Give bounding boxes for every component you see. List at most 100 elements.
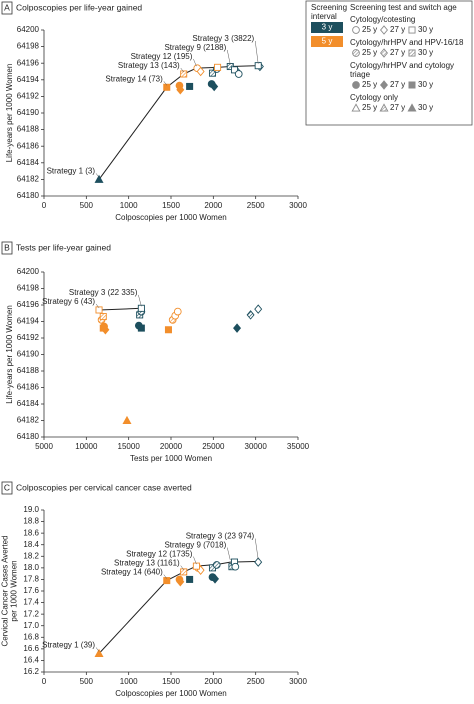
- legend-title: Screening test and switch age: [350, 3, 457, 12]
- panel-title: Tests per life-year gained: [16, 242, 111, 252]
- legend-marker: [380, 48, 388, 58]
- panel-title: Colposcopies per life-year gained: [16, 2, 142, 12]
- y-tick-label: 64200: [17, 267, 40, 276]
- legend-label: 25 y: [362, 103, 377, 112]
- label-leader: [254, 538, 259, 560]
- legend-title: interval: [311, 12, 337, 21]
- panel-badge: [1, 481, 13, 495]
- label-leader: [163, 81, 167, 86]
- y-tick-label: 64190: [17, 108, 40, 117]
- y-tick-label: 17.6: [23, 586, 39, 595]
- x-tick-label: 10000: [75, 442, 98, 451]
- x-tick-label: 0: [42, 677, 47, 686]
- strategy-label: Strategy 12 (195): [131, 52, 193, 61]
- x-tick-label: 1000: [120, 677, 138, 686]
- legend-marker: [408, 49, 416, 57]
- legend-marker: [352, 26, 360, 34]
- label-leader: [95, 303, 100, 309]
- point: [230, 66, 239, 74]
- legend-group: triage: [350, 70, 371, 79]
- label-leader: [193, 58, 197, 67]
- point: [137, 324, 145, 332]
- legend-marker: [352, 49, 360, 57]
- y-axis-label: Life-years per 1000 Women: [5, 64, 14, 163]
- x-tick-label: 25000: [202, 442, 225, 451]
- x-tick-label: 0: [42, 201, 47, 210]
- x-tick-label: 2500: [247, 677, 265, 686]
- x-tick-label: 35000: [287, 442, 310, 451]
- point: [94, 648, 104, 657]
- point: [214, 63, 222, 71]
- label-leader: [227, 547, 231, 561]
- panel-title: Colposcopies per cervical cancer case av…: [16, 482, 192, 492]
- point: [212, 561, 221, 569]
- point: [234, 70, 243, 78]
- label-leader: [180, 67, 184, 73]
- point: [208, 69, 216, 77]
- label-leader: [163, 574, 167, 579]
- legend-label: 25 y: [362, 25, 377, 34]
- legend-swatch: [311, 22, 343, 33]
- legend-group: Cytology only: [350, 93, 398, 102]
- y-tick-label: 64186: [17, 383, 40, 392]
- legend-label: 27 y: [390, 80, 405, 89]
- strategy-label: Strategy 1 (3): [47, 167, 96, 176]
- x-axis-label: Colposcopies per 1000 Women: [115, 213, 226, 222]
- x-tick-label: 30000: [245, 442, 268, 451]
- x-tick-label: 2500: [247, 201, 265, 210]
- legend-label: 5 y: [322, 37, 333, 46]
- y-tick-label: 18.0: [23, 563, 39, 572]
- legend-swatch: [311, 36, 343, 47]
- legend-label: 27 y: [390, 25, 405, 34]
- x-axis-label: Tests per 1000 Women: [130, 454, 212, 463]
- x-tick-label: 1500: [162, 677, 180, 686]
- label-leader: [227, 49, 231, 65]
- y-axis-label: Cervical Cancer Cases Averted: [1, 535, 10, 646]
- legend-label: 30 y: [418, 80, 433, 89]
- x-tick-label: 20000: [160, 442, 183, 451]
- legend-marker: [380, 25, 388, 35]
- label-leader: [180, 565, 184, 571]
- x-tick-label: 500: [80, 677, 94, 686]
- x-tick-label: 3000: [289, 201, 307, 210]
- y-tick-label: 18.4: [23, 540, 39, 549]
- point: [196, 66, 205, 77]
- point: [95, 306, 103, 314]
- strategy-label: Strategy 3 (3822): [192, 34, 254, 43]
- frontier-line: [99, 307, 142, 311]
- point: [101, 324, 110, 335]
- x-axis-label: Colposcopies per 1000 Women: [115, 689, 226, 698]
- strategy-label: Strategy 9 (7018): [164, 541, 226, 550]
- point: [246, 310, 255, 320]
- legend-label: 30 y: [418, 48, 433, 57]
- y-tick-label: 64184: [17, 399, 40, 408]
- legend-marker: [407, 103, 417, 112]
- point: [186, 82, 194, 90]
- legend-marker: [379, 103, 389, 112]
- point: [176, 576, 185, 587]
- legend-label: 25 y: [362, 80, 377, 89]
- legend-marker: [352, 81, 360, 89]
- y-tick-label: 64180: [17, 432, 40, 441]
- y-tick-label: 64182: [17, 416, 40, 425]
- y-tick-label: 64180: [17, 191, 40, 200]
- legend-label: 30 y: [418, 103, 433, 112]
- y-tick-label: 64188: [17, 125, 40, 134]
- y-tick-label: 17.8: [23, 575, 39, 584]
- x-tick-label: 15000: [118, 442, 141, 451]
- y-tick-label: 64200: [17, 25, 40, 34]
- point: [180, 70, 188, 78]
- legend-label: 30 y: [418, 25, 433, 34]
- legend-title: Screening: [311, 3, 347, 12]
- strategy-label: Strategy 3 (22 335): [69, 288, 138, 297]
- x-tick-label: 3000: [289, 677, 307, 686]
- y-axis-label: Life-years per 1000 Women: [5, 305, 14, 404]
- y-tick-label: 64198: [17, 42, 40, 51]
- legend-marker: [408, 81, 416, 89]
- legend-label: 3 y: [322, 23, 333, 32]
- x-tick-label: 2000: [204, 677, 222, 686]
- legend-group: Cytology/hrHPV and HPV-16/18: [350, 38, 464, 47]
- legend-label: 27 y: [390, 103, 405, 112]
- point: [186, 575, 194, 583]
- y-tick-label: 19.0: [23, 505, 39, 514]
